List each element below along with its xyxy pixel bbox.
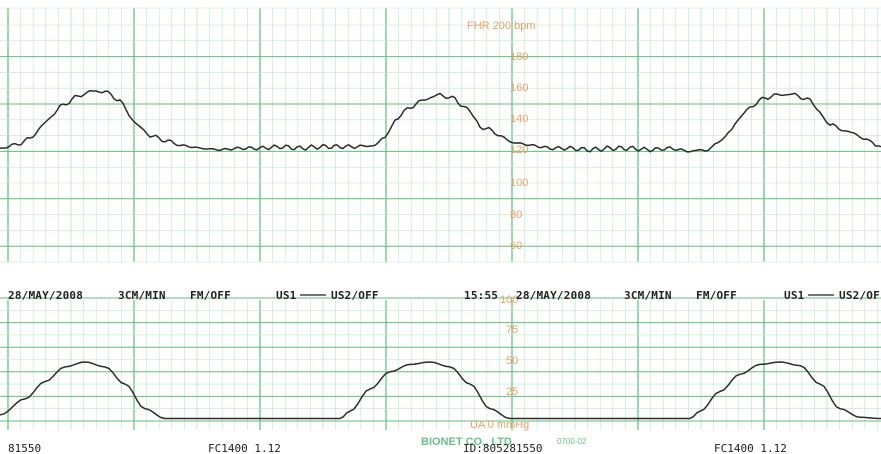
fhr-tick-label: 140 [510, 113, 528, 125]
fhr-unit-label: FHR 200 bpm [467, 20, 535, 32]
header-speed-left: 3CM/MIN [118, 289, 166, 302]
footer-model-right: FC1400 1.12 [714, 442, 787, 454]
fhr-tick-label: 160 [510, 82, 528, 94]
header-date-left: 28/MAY/2008 [8, 289, 83, 302]
header-strip: 28/MAY/2008 3CM/MIN FM/OFF US1 US2/OFF 1… [8, 289, 880, 302]
ua-trace-line [0, 361, 881, 420]
fhr-tick-label: 100 [510, 177, 528, 189]
ua-tick-label: 25 [506, 386, 518, 398]
header-speed-right: 3CM/MIN [624, 289, 672, 302]
ua-unit-label: UA 0 mmHg [470, 419, 529, 431]
footer-left-id: 81550 [8, 442, 41, 454]
fhr-tick-label: 180 [510, 51, 528, 63]
ua-tick-label: 75 [506, 324, 518, 336]
footer-id-label: ID:805281550 [463, 442, 542, 454]
ua-scale: 100 75 50 25 UA 0 mmHg [470, 294, 529, 431]
header-us1-left: US1 [276, 289, 297, 302]
header-fm-right: FM/OFF [696, 289, 737, 302]
header-fm-left: FM/OFF [190, 289, 231, 302]
footer-brand: BIONET CO., LTD. [421, 436, 515, 448]
ua-tick-label: 100 [500, 294, 518, 306]
fhr-tick-label: 80 [510, 209, 522, 221]
header-us2-right: US2/OF [839, 289, 880, 302]
fhr-tick-label: 60 [510, 240, 522, 252]
header-us1-right: US1 [784, 289, 805, 302]
header-us2-left: US2/OFF [331, 289, 379, 302]
fhr-tick-label: 120 [510, 144, 528, 156]
header-date-right: 28/MAY/2008 [516, 289, 591, 302]
header-time: 15:55 [464, 289, 498, 302]
fhr-scale: FHR 200 bpm 180 160 140 120 100 80 60 [467, 20, 535, 252]
ua-tick-label: 50 [506, 355, 518, 367]
grid [0, 7, 881, 430]
fhr-trace-line [0, 89, 881, 153]
footer-strip: 81550 FC1400 1.12 BIONET CO., LTD. ID:80… [8, 436, 787, 454]
footer-code: 0700-02 [557, 437, 587, 446]
footer-model-left: FC1400 1.12 [208, 442, 281, 454]
